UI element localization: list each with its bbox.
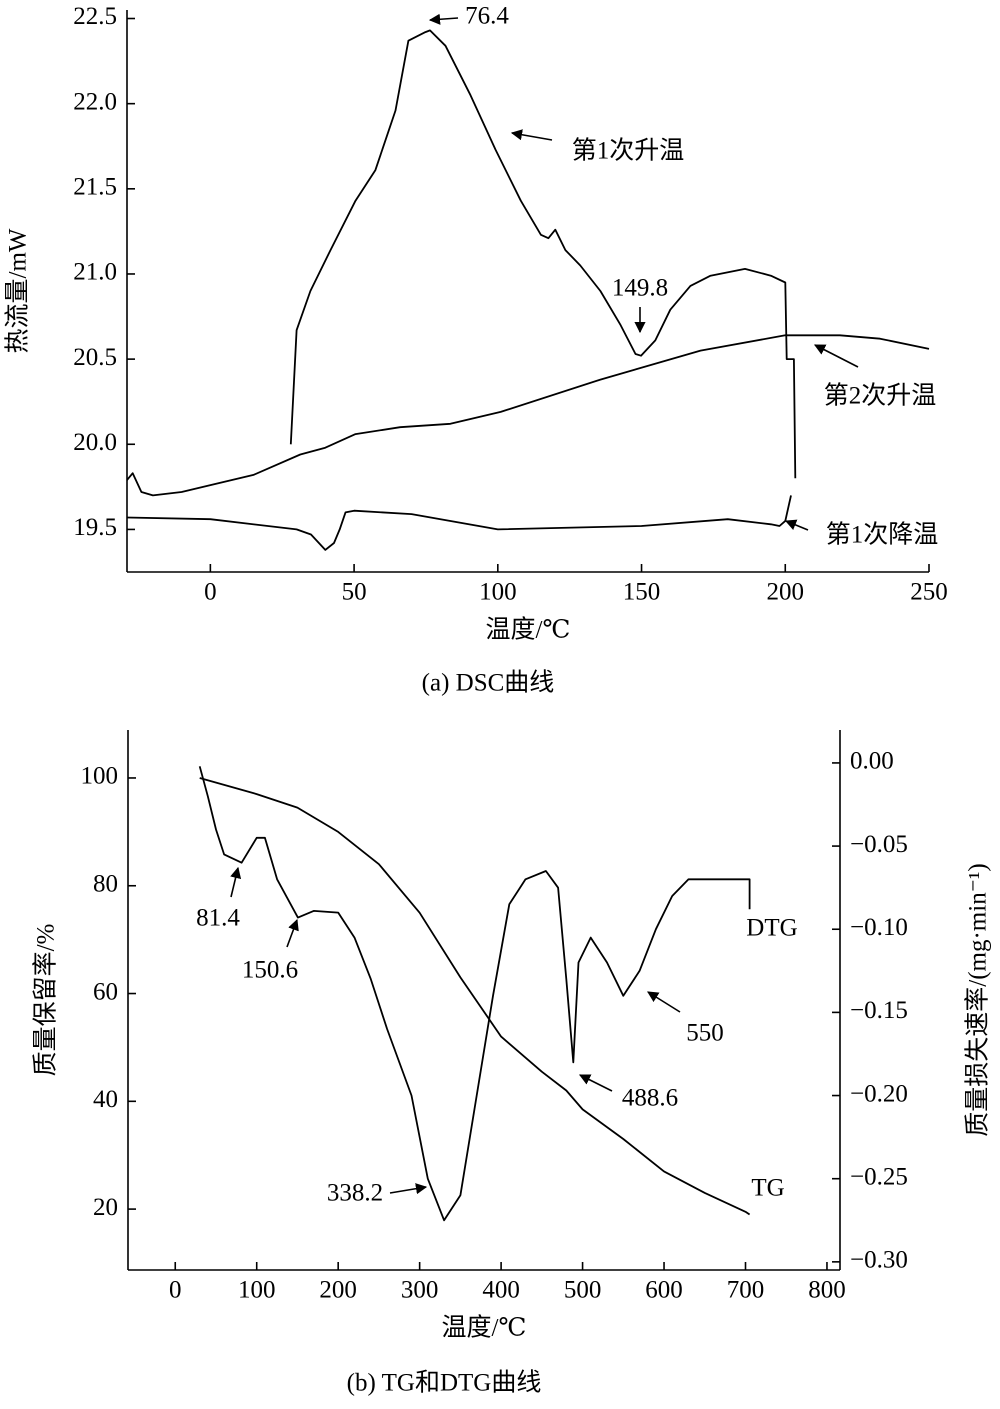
y2-tick-label: −0.15 bbox=[850, 997, 908, 1024]
x-tick-label: 700 bbox=[727, 1277, 765, 1304]
x-tick-label: 200 bbox=[767, 579, 805, 606]
annotation: 149.8 bbox=[612, 275, 668, 302]
x-tick-label: 250 bbox=[910, 579, 948, 606]
x-tick-label: 50 bbox=[342, 579, 367, 606]
y-axis-label: 热流量/mW bbox=[4, 228, 32, 353]
annotation: 338.2 bbox=[327, 1180, 383, 1207]
series-label: 第1次升温 bbox=[572, 137, 685, 165]
arrow bbox=[230, 866, 242, 898]
data-line bbox=[126, 334, 930, 497]
y-tick-label: 22.0 bbox=[73, 88, 117, 115]
arrow bbox=[286, 918, 299, 948]
y2-tick-label: −0.10 bbox=[850, 914, 908, 941]
y2-tick-label: −0.20 bbox=[850, 1080, 908, 1107]
arrow bbox=[389, 1183, 428, 1195]
caption: (b) TG和DTG曲线 bbox=[347, 1369, 542, 1397]
arrow bbox=[578, 1074, 613, 1092]
data-line bbox=[199, 777, 751, 1216]
y-tick-label: 40 bbox=[93, 1086, 118, 1113]
annotation: 150.6 bbox=[242, 957, 298, 984]
x-tick-label: 600 bbox=[645, 1277, 683, 1304]
y2-tick-label: −0.30 bbox=[850, 1247, 908, 1274]
series-label: DTG bbox=[746, 915, 797, 942]
y-tick-label: 20.0 bbox=[73, 429, 117, 456]
annotation: 81.4 bbox=[196, 905, 240, 932]
data-line bbox=[126, 495, 792, 551]
arrow bbox=[784, 519, 809, 531]
y-axis-label: 质量保留率/% bbox=[32, 924, 60, 1077]
x-axis-label: 温度/℃ bbox=[442, 1314, 527, 1342]
x-tick-label: 0 bbox=[169, 1277, 182, 1304]
y-tick-label: 20.5 bbox=[73, 344, 117, 371]
annotation: 76.4 bbox=[465, 3, 509, 30]
y-tick-label: 19.5 bbox=[73, 514, 117, 541]
x-tick-label: 0 bbox=[204, 579, 217, 606]
y-tick-label: 22.5 bbox=[73, 3, 117, 30]
x-tick-label: 800 bbox=[808, 1277, 846, 1304]
y2-axis-label: 质量损失速率/(mg·min⁻¹) bbox=[964, 863, 992, 1136]
x-tick-label: 200 bbox=[319, 1277, 357, 1304]
arrow bbox=[647, 991, 681, 1013]
series-label: TG bbox=[751, 1175, 784, 1202]
x-tick-label: 150 bbox=[623, 579, 661, 606]
x-tick-label: 400 bbox=[482, 1277, 520, 1304]
data-line bbox=[198, 766, 751, 1222]
x-tick-label: 100 bbox=[479, 579, 517, 606]
y-tick-label: 21.0 bbox=[73, 259, 117, 286]
y2-tick-label: 0.00 bbox=[850, 748, 894, 775]
arrow bbox=[510, 129, 553, 141]
y2-tick-label: −0.05 bbox=[850, 831, 908, 858]
caption: (a) DSC曲线 bbox=[422, 669, 555, 697]
x-tick-label: 300 bbox=[401, 1277, 439, 1304]
data-line bbox=[289, 29, 797, 479]
y-tick-label: 60 bbox=[93, 978, 118, 1005]
y-tick-label: 21.5 bbox=[73, 174, 117, 201]
annotation: 550 bbox=[686, 1020, 724, 1047]
y-tick-label: 100 bbox=[81, 763, 119, 790]
x-axis-label: 温度/℃ bbox=[486, 616, 571, 644]
y2-tick-label: −0.25 bbox=[850, 1163, 908, 1190]
x-tick-label: 500 bbox=[564, 1277, 602, 1304]
arrow bbox=[428, 13, 459, 25]
series-label: 第1次降温 bbox=[826, 521, 939, 549]
y-tick-label: 80 bbox=[93, 870, 118, 897]
annotation: 488.6 bbox=[622, 1085, 678, 1112]
x-tick-label: 100 bbox=[238, 1277, 276, 1304]
series-label: 第2次升温 bbox=[824, 382, 937, 410]
y-tick-label: 20 bbox=[93, 1194, 118, 1221]
arrow bbox=[814, 344, 859, 368]
